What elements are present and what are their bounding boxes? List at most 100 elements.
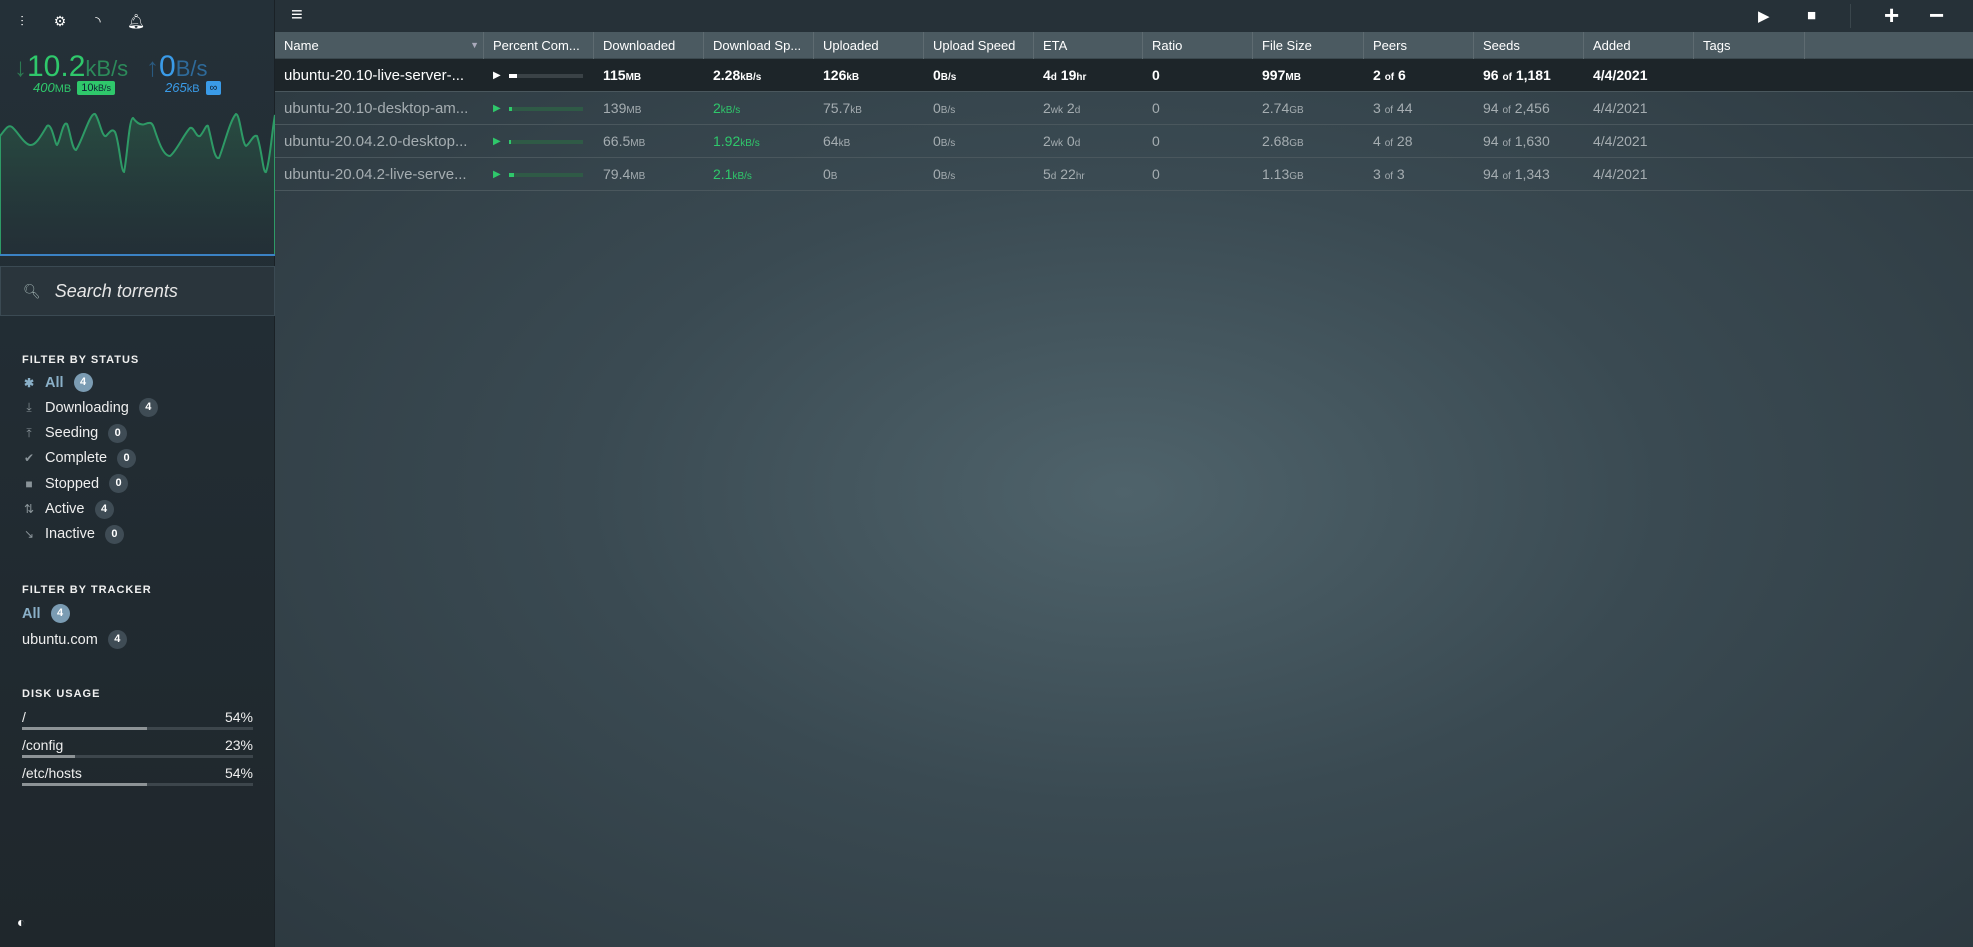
play-icon[interactable]: ▶ bbox=[493, 136, 501, 147]
column-header-file-size[interactable]: File Size bbox=[1253, 32, 1364, 59]
graph-baseline bbox=[0, 254, 275, 256]
cell-upload-speed: 0B/s bbox=[933, 166, 956, 182]
play-icon[interactable]: ▶ bbox=[493, 169, 501, 180]
bell-icon[interactable]: 🔔︎ bbox=[127, 12, 145, 29]
table-header: Name ▼ Percent Com... Downloaded Download Sp… bbox=[275, 32, 1973, 59]
upload-speed: ↑0B/s bbox=[146, 50, 208, 83]
upload-limit-badge[interactable]: ∞ bbox=[205, 81, 222, 95]
play-icon[interactable]: ▶ bbox=[493, 103, 501, 114]
cell-file-size: 2.68GB bbox=[1262, 133, 1304, 149]
rss-icon[interactable]: ◝ bbox=[95, 12, 101, 29]
cell-percent: ▶ bbox=[484, 59, 594, 92]
cell-uploaded: 75.7kB bbox=[823, 100, 862, 116]
toolbar: ≡ ▶ ■ + − bbox=[275, 0, 1973, 32]
status-filter-seeding[interactable]: ⤒ Seeding 0 bbox=[22, 423, 128, 443]
status-filter-active[interactable]: ⇅ Active 4 bbox=[22, 499, 114, 519]
progress-bar bbox=[508, 172, 583, 177]
cell-upload-speed: 0B/s bbox=[933, 100, 956, 116]
column-header-percent-com[interactable]: Percent Com... bbox=[484, 32, 594, 59]
column-header-name[interactable]: Name ▼ bbox=[275, 32, 484, 59]
cell-ratio: 0 bbox=[1152, 100, 1160, 116]
stop-icon: ■ bbox=[25, 476, 33, 491]
upload-icon: ⤒ bbox=[26, 425, 32, 440]
start-icon[interactable]: ▶ bbox=[1758, 8, 1770, 25]
cell-name: ubuntu-20.04.2-live-serve... bbox=[284, 166, 467, 183]
table-row[interactable]: ubuntu-20.10-live-server-... ▶ 115MB 2.28kB… bbox=[275, 59, 1973, 92]
column-header-upload-speed[interactable]: Upload Speed bbox=[924, 32, 1034, 59]
cell-eta: 2wk 2d bbox=[1043, 100, 1081, 116]
cell-eta: 4d 19hr bbox=[1043, 67, 1087, 83]
cell-tags bbox=[1694, 125, 1805, 158]
cell-peers: 2 of 6 bbox=[1373, 67, 1406, 83]
cell-percent: ▶ bbox=[484, 158, 594, 191]
search-input[interactable]: 🔍︎ Search torrents bbox=[0, 266, 275, 316]
cell-name: ubuntu-20.10-live-server-... bbox=[284, 67, 465, 84]
column-header-uploaded[interactable]: Uploaded bbox=[814, 32, 924, 59]
filter-status-title: FILTER BY STATUS bbox=[22, 354, 140, 366]
cell-ratio: 0 bbox=[1152, 67, 1160, 83]
cell-downloaded: 139MB bbox=[603, 100, 642, 116]
theme-toggle-icon[interactable]: ◐ bbox=[17, 914, 26, 930]
cell-eta: 5d 22hr bbox=[1043, 166, 1085, 182]
cell-name: ubuntu-20.04.2.0-desktop... bbox=[284, 133, 468, 150]
cell-upload-speed: 0B/s bbox=[933, 133, 956, 149]
table-row[interactable]: ubuntu-20.04.2-live-serve... ▶ 79.4MB 2.1kB… bbox=[275, 158, 1973, 191]
column-header-eta[interactable]: ETA bbox=[1034, 32, 1143, 59]
tracker-all[interactable]: All 4 bbox=[22, 604, 70, 623]
filter-tracker-title: FILTER BY TRACKER bbox=[22, 584, 152, 596]
cell-seeds: 94 of 1,343 bbox=[1483, 166, 1550, 182]
mixer-icon[interactable]: ⫶ bbox=[20, 12, 24, 29]
play-icon[interactable]: ▶ bbox=[493, 70, 501, 81]
graph-area bbox=[0, 112, 275, 255]
table-row[interactable]: ubuntu-20.04.2.0-desktop... ▶ 66.5MB 1.92kB… bbox=[275, 125, 1973, 158]
column-header-download-sp[interactable]: Download Sp... bbox=[704, 32, 814, 59]
cell-download-speed: 1.92kB/s bbox=[713, 133, 760, 149]
stop-icon[interactable]: ■ bbox=[1807, 7, 1817, 24]
cell-downloaded: 115MB bbox=[603, 67, 642, 83]
cell-added: 4/4/2021 bbox=[1593, 133, 1648, 149]
disk-usage-item: /config 23% bbox=[22, 737, 253, 758]
cell-peers: 4 of 28 bbox=[1373, 133, 1413, 149]
cell-upload-speed: 0B/s bbox=[933, 67, 957, 83]
remove-icon[interactable]: − bbox=[1929, 0, 1945, 30]
cell-eta: 2wk 0d bbox=[1043, 133, 1081, 149]
cell-added: 4/4/2021 bbox=[1593, 100, 1648, 116]
sidebar: ⫶ ⚙ ◝ 🔔︎ ↓10.2kB/s 400MB 10kB/s ↑0B/s 265… bbox=[0, 0, 275, 947]
status-filter-stopped[interactable]: ■ Stopped 0 bbox=[22, 474, 129, 494]
column-header-peers[interactable]: Peers bbox=[1364, 32, 1474, 59]
disk-usage-item: /54% bbox=[22, 709, 253, 730]
disk-usage-bar bbox=[22, 727, 253, 730]
status-filter-all[interactable]: ✱ All 4 bbox=[22, 373, 93, 392]
table-row[interactable]: ubuntu-20.10-desktop-am... ▶ 139MB 2kB/s 75.… bbox=[275, 92, 1973, 125]
cell-ratio: 0 bbox=[1152, 133, 1160, 149]
status-filter-inactive[interactable]: ↘ Inactive 0 bbox=[22, 524, 124, 544]
cell-file-size: 2.74GB bbox=[1262, 100, 1304, 116]
cell-file-size: 1.13GB bbox=[1262, 166, 1304, 182]
tracker-ubuntu[interactable]: ubuntu.com 4 bbox=[22, 630, 127, 649]
speed-graph bbox=[0, 112, 275, 255]
column-header-tags[interactable]: Tags bbox=[1694, 32, 1805, 59]
cell-seeds: 96 of 1,181 bbox=[1483, 67, 1551, 83]
status-filter-complete[interactable]: ✔ Complete 0 bbox=[22, 448, 137, 468]
gear-icon[interactable]: ⚙ bbox=[53, 12, 67, 29]
cell-uploaded: 0B bbox=[823, 166, 838, 182]
cell-download-speed: 2kB/s bbox=[713, 100, 741, 116]
progress-bar bbox=[508, 139, 583, 144]
disk-usage-bar bbox=[22, 755, 253, 758]
download-limit-badge[interactable]: 10kB/s bbox=[77, 81, 115, 95]
column-header-ratio[interactable]: Ratio bbox=[1143, 32, 1253, 59]
column-header-seeds[interactable]: Seeds bbox=[1474, 32, 1584, 59]
cell-tags bbox=[1694, 92, 1805, 125]
menu-icon[interactable]: ≡ bbox=[291, 4, 303, 26]
status-filter-downloading[interactable]: ⤓ Downloading 4 bbox=[22, 398, 158, 418]
column-header-downloaded[interactable]: Downloaded bbox=[594, 32, 704, 59]
cell-peers: 3 of 44 bbox=[1373, 100, 1413, 116]
add-icon[interactable]: + bbox=[1884, 0, 1900, 30]
column-header-added[interactable]: Added bbox=[1584, 32, 1694, 59]
download-icon: ⤓ bbox=[26, 400, 32, 415]
upload-total: 265kB ∞ bbox=[165, 80, 222, 95]
cell-downloaded: 66.5MB bbox=[603, 133, 646, 149]
cell-added: 4/4/2021 bbox=[1593, 67, 1648, 83]
cell-uploaded: 126kB bbox=[823, 67, 860, 83]
cell-ratio: 0 bbox=[1152, 166, 1160, 182]
